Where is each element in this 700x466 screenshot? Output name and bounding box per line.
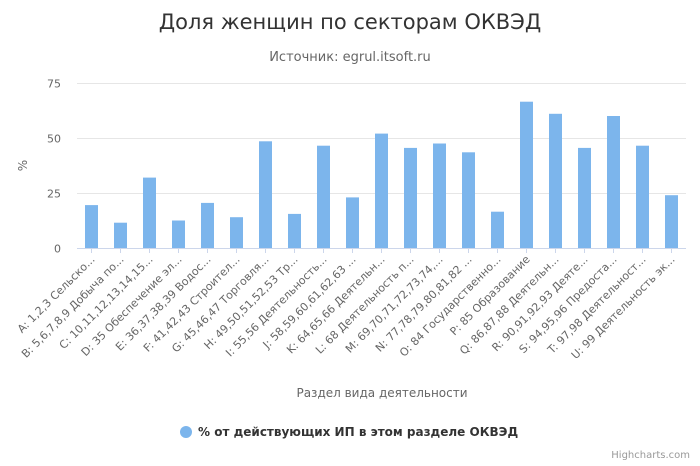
bar[interactable] (114, 222, 127, 248)
bar[interactable] (288, 213, 301, 248)
bar[interactable] (346, 197, 359, 248)
bar[interactable] (404, 147, 417, 248)
y-axis-ticks: 0 25 50 75 (47, 78, 61, 256)
legend-item[interactable]: % от действующих ИП в этом разделе ОКВЭД (180, 425, 518, 439)
y-tick-label: 25 (47, 188, 61, 201)
bar[interactable] (433, 143, 446, 249)
bar[interactable] (607, 116, 620, 248)
y-tick-label: 0 (54, 243, 61, 256)
x-axis-ticks: A: 1,2,3 Сельско...B: 5,6,7,8,9 Добыча п… (15, 248, 686, 362)
bars (85, 101, 678, 249)
bar[interactable] (491, 211, 504, 248)
credits-link[interactable]: Highcharts.com (611, 450, 690, 461)
chart-title: Доля женщин по секторам ОКВЭД (159, 10, 542, 34)
bar[interactable] (143, 177, 156, 248)
bar[interactable] (172, 220, 185, 249)
bar[interactable] (259, 141, 272, 248)
bar[interactable] (85, 205, 98, 248)
bar[interactable] (549, 113, 562, 248)
bar[interactable] (636, 145, 649, 248)
y-tick-label: 50 (47, 133, 61, 146)
chart-subtitle: Источник: egrul.itsoft.ru (269, 50, 431, 65)
bar[interactable] (462, 152, 475, 248)
legend-label: % от действующих ИП в этом разделе ОКВЭД (198, 425, 518, 439)
bar[interactable] (665, 195, 678, 248)
legend-symbol (180, 426, 192, 438)
bar[interactable] (201, 202, 214, 248)
bar[interactable] (520, 101, 533, 248)
bar[interactable] (317, 145, 330, 248)
x-axis-title: Раздел вида деятельности (296, 386, 467, 400)
bar[interactable] (375, 133, 388, 248)
y-axis-title: % (16, 160, 30, 171)
bar[interactable] (578, 147, 591, 248)
bar[interactable] (230, 217, 243, 248)
y-tick-label: 75 (47, 78, 61, 91)
